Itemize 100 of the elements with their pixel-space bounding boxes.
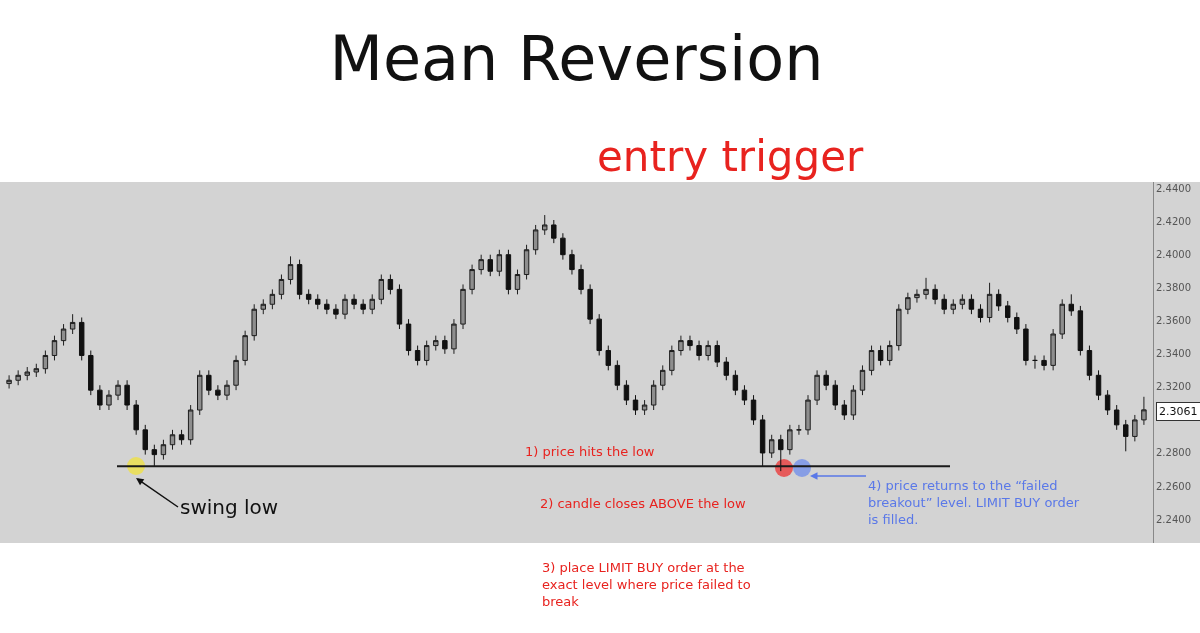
candlestick: [587, 283, 593, 325]
candlestick: [1095, 369, 1102, 401]
chart-title: Mean Reversion: [329, 21, 824, 95]
candlestick: [42, 350, 49, 375]
annotation: 2) candle closes ABOVE the low: [540, 496, 747, 511]
candlestick: [1113, 404, 1120, 431]
candlestick: [551, 219, 557, 244]
candlestick: [369, 293, 375, 315]
candlestick: [796, 424, 802, 436]
text: 3) place LIMIT BUY order at the exact level where price failed to break: [542, 560, 751, 609]
candlestick: [850, 384, 857, 421]
candlestick: [233, 354, 239, 391]
candlestick: [60, 323, 67, 347]
candlestick: [305, 288, 312, 305]
candlestick: [351, 293, 357, 310]
candlestick: [1077, 305, 1084, 356]
candlestick: [414, 345, 421, 366]
candlestick: [1005, 300, 1011, 323]
candlestick: [1141, 396, 1147, 426]
y-tick-label: 2.4000: [1156, 249, 1191, 261]
candlestick: [669, 345, 675, 376]
candlestick: [260, 298, 267, 315]
candlestick: [768, 434, 775, 459]
candlestick: [423, 340, 430, 366]
candlestick: [542, 214, 548, 236]
candlestick: [33, 363, 40, 378]
candlestick: [97, 384, 103, 411]
candlestick: [696, 340, 702, 361]
candlestick: [532, 224, 539, 256]
candlestick: [877, 345, 884, 366]
candlestick: [405, 318, 412, 356]
candlestick: [451, 318, 457, 355]
candlestick: [115, 379, 121, 401]
candlestick: [1023, 323, 1029, 366]
candlestick: [569, 249, 575, 276]
candlestick: [178, 429, 185, 446]
candlestick: [905, 292, 911, 315]
candlestick: [650, 379, 657, 411]
candlestick: [523, 244, 530, 280]
candlestick: [342, 293, 348, 320]
candlestick: [487, 254, 493, 277]
candlestick: [160, 439, 167, 461]
y-tick-label: 2.3200: [1156, 381, 1191, 393]
candlestick: [187, 404, 194, 446]
y-tick-label: 2.3800: [1156, 282, 1191, 294]
candlestick: [287, 255, 294, 285]
candlestick: [623, 379, 630, 406]
candlestick: [396, 283, 403, 330]
candlestick: [868, 345, 875, 376]
candlestick: [959, 293, 966, 310]
candlestick: [442, 335, 448, 355]
candlestick: [387, 274, 394, 295]
candlestick: [1068, 293, 1075, 317]
candlestick: [69, 313, 76, 335]
candlestick: [787, 424, 793, 456]
candlestick: [15, 369, 21, 386]
candlestick: [614, 359, 621, 391]
candlestick: [923, 277, 929, 300]
candlestick: [560, 232, 566, 261]
candlestick: [269, 288, 276, 310]
candlestick: [941, 293, 947, 315]
candlestick: [578, 264, 584, 295]
candlestick: [197, 369, 203, 416]
candlestick: [841, 399, 848, 421]
y-tick-label: 2.3600: [1156, 315, 1191, 327]
candlestick: [378, 274, 385, 305]
candlestick: [1086, 345, 1093, 381]
candlestick: [977, 303, 984, 323]
candlestick: [950, 298, 956, 315]
candlestick: [986, 282, 993, 323]
candlestick: [460, 283, 466, 330]
candlestick: [814, 369, 820, 406]
candlestick: [1032, 354, 1038, 370]
candlestick: [741, 384, 748, 406]
candlestick: [823, 369, 829, 391]
candlestick: [505, 249, 512, 295]
candlestick: [832, 379, 838, 411]
candlestick: [78, 316, 85, 361]
candlestick: [632, 394, 639, 416]
candlestick: [1041, 354, 1047, 371]
candlestick: [932, 283, 938, 305]
candlestick: [251, 303, 257, 342]
candlestick: [215, 384, 221, 401]
candlestick: [805, 394, 811, 436]
candlestick: [995, 288, 1002, 312]
candlestick: [6, 374, 12, 390]
candlestick: [169, 429, 176, 451]
candlestick: [496, 249, 503, 277]
candlestick: [224, 379, 230, 401]
y-tick-label: 2.4400: [1156, 183, 1191, 195]
candlestick: [142, 424, 148, 456]
candlestick: [723, 356, 730, 381]
candlestick: [242, 330, 248, 366]
candlestick: [687, 335, 693, 352]
candlestick: [24, 366, 30, 381]
candlestick: [1123, 419, 1129, 452]
candlestick: [315, 293, 321, 310]
annotation: 1) price hits the low: [525, 444, 655, 459]
candlestick: [51, 335, 58, 361]
candlestick: [732, 369, 739, 396]
